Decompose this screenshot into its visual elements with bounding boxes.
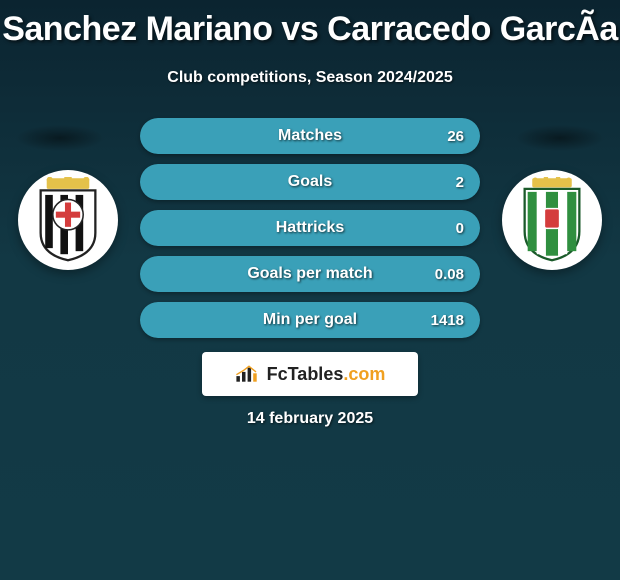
bar-chart-icon bbox=[235, 363, 263, 385]
stat-value: 26 bbox=[447, 118, 464, 154]
stat-row-matches: Matches 26 bbox=[140, 118, 480, 154]
cordoba-crest-icon bbox=[514, 177, 590, 263]
stat-row-min-per-goal: Min per goal 1418 bbox=[140, 302, 480, 338]
stat-label: Hattricks bbox=[140, 210, 480, 246]
stat-label: Matches bbox=[140, 118, 480, 154]
stat-value: 2 bbox=[456, 164, 464, 200]
stat-label: Goals per match bbox=[140, 256, 480, 292]
stats-container: Matches 26 Goals 2 Hattricks 0 Goals per… bbox=[140, 118, 480, 348]
subtitle: Club competitions, Season 2024/2025 bbox=[0, 69, 620, 87]
stat-label: Goals bbox=[140, 164, 480, 200]
logo-text: FcTables.com bbox=[267, 364, 386, 385]
team-crest-left bbox=[18, 170, 118, 270]
crest-shadow-left bbox=[15, 125, 105, 151]
stat-row-goals-per-match: Goals per match 0.08 bbox=[140, 256, 480, 292]
date-label: 14 february 2025 bbox=[0, 410, 620, 428]
stat-value: 0 bbox=[456, 210, 464, 246]
team-crest-right bbox=[502, 170, 602, 270]
stat-row-hattricks: Hattricks 0 bbox=[140, 210, 480, 246]
stat-label: Min per goal bbox=[140, 302, 480, 338]
stat-row-goals: Goals 2 bbox=[140, 164, 480, 200]
stat-value: 0.08 bbox=[435, 256, 464, 292]
fctables-logo[interactable]: FcTables.com bbox=[202, 352, 418, 396]
cartagena-crest-icon bbox=[30, 177, 106, 263]
crest-shadow-right bbox=[515, 125, 605, 151]
page-title: Sanchez Mariano vs Carracedo GarcÃ­a bbox=[0, 0, 620, 49]
stat-value: 1418 bbox=[431, 302, 464, 338]
